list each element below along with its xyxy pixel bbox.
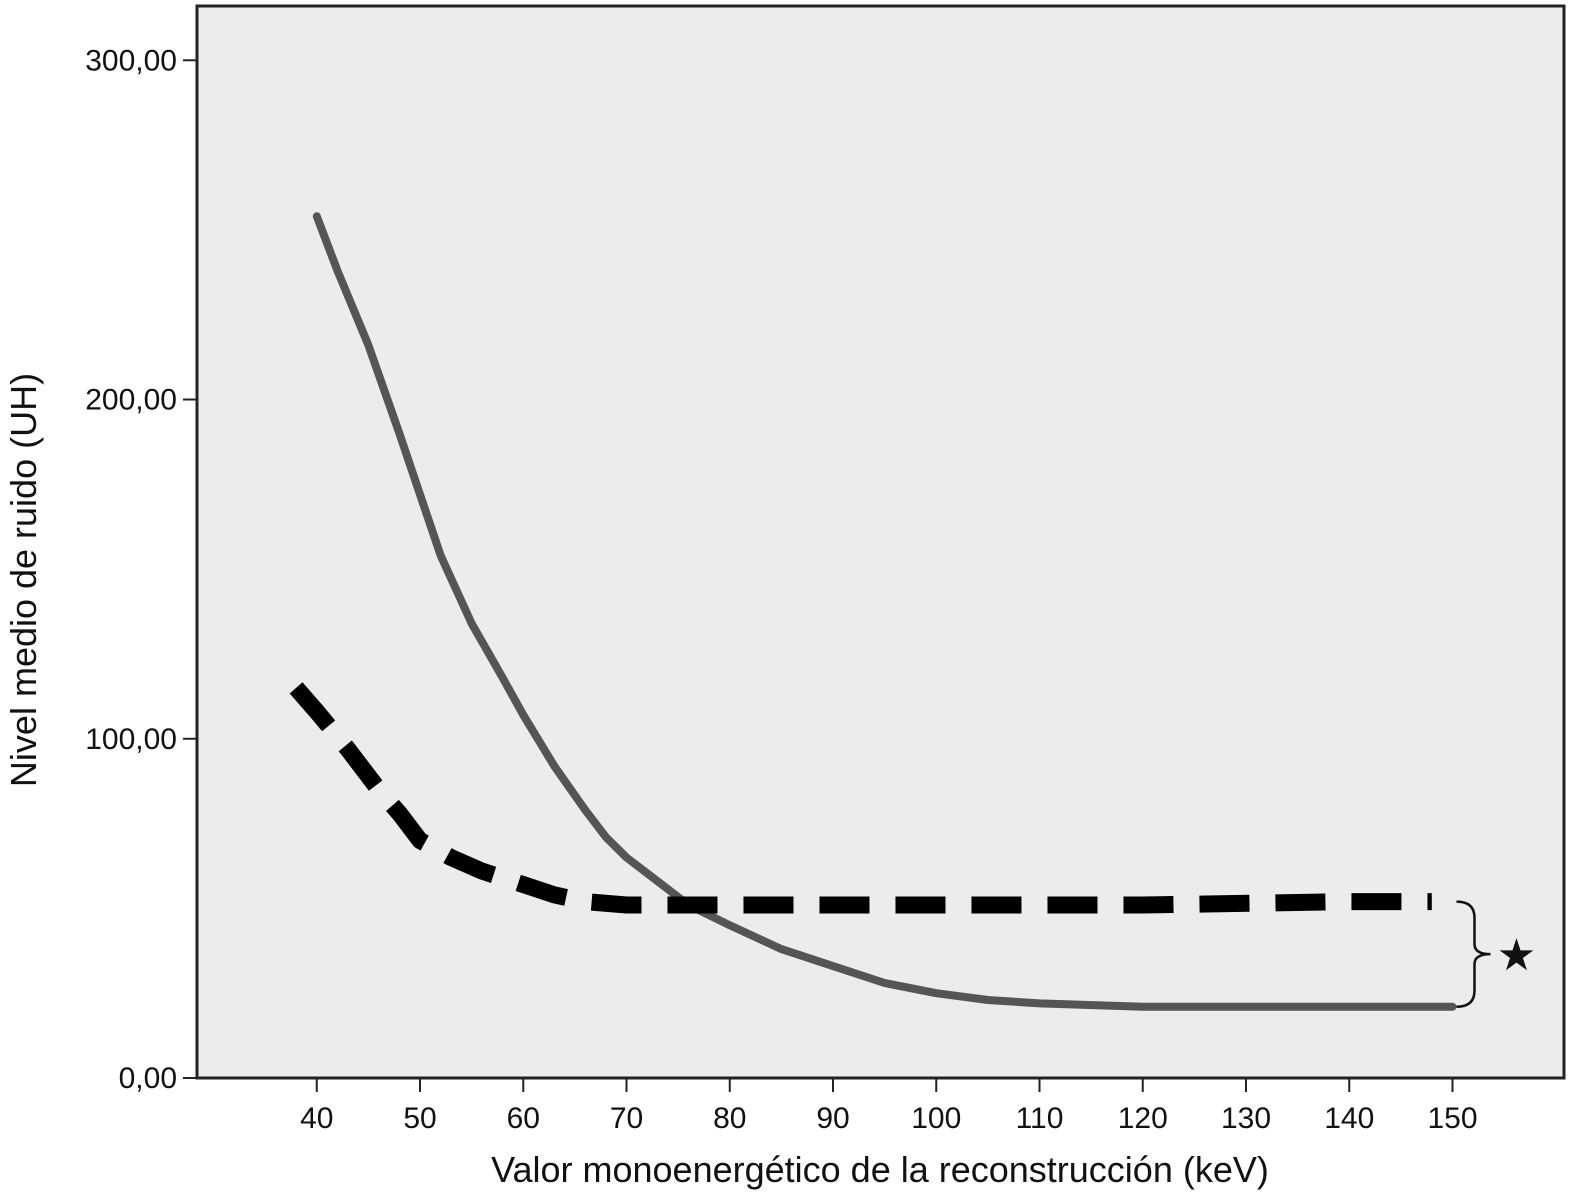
x-tick-label: 40: [300, 1102, 333, 1135]
x-tick-label: 120: [1118, 1102, 1168, 1135]
x-tick-label: 80: [713, 1102, 746, 1135]
annotation-layer: ★: [1456, 900, 1536, 1009]
x-tick-label: 110: [1016, 1102, 1064, 1135]
x-axis: 40 50 60 70 80 90 100 110 120 130 140 150: [300, 1078, 1478, 1135]
x-tick-label: 150: [1427, 1102, 1477, 1135]
y-axis: 0,00 100,00 200,00 300,00: [85, 44, 197, 1095]
y-tick-label: 300,00: [85, 44, 177, 77]
x-tick-label: 50: [403, 1102, 436, 1135]
y-tick-label: 100,00: [85, 723, 177, 756]
series-solid-line: [312, 212, 1457, 1011]
x-tick-label: 100: [911, 1102, 961, 1135]
significance-star: ★: [1497, 931, 1536, 980]
significance-bracket: [1456, 900, 1491, 1009]
y-axis-label: Nivel medio de ruido (UH): [3, 373, 44, 787]
y-tick-label: 200,00: [85, 384, 177, 417]
y-tick-label: 0,00: [119, 1062, 177, 1095]
plot-area: [195, 4, 1566, 1080]
x-tick-label: 140: [1324, 1102, 1374, 1135]
series-dashed-line: [289, 682, 1432, 914]
x-tick-label: 130: [1221, 1102, 1271, 1135]
x-tick-label: 90: [816, 1102, 849, 1135]
x-axis-label: Valor monoenergético de la reconstrucció…: [491, 1149, 1269, 1190]
x-tick-label: 60: [507, 1102, 540, 1135]
x-tick-label: 70: [610, 1102, 643, 1135]
series-layer: [289, 212, 1457, 1011]
